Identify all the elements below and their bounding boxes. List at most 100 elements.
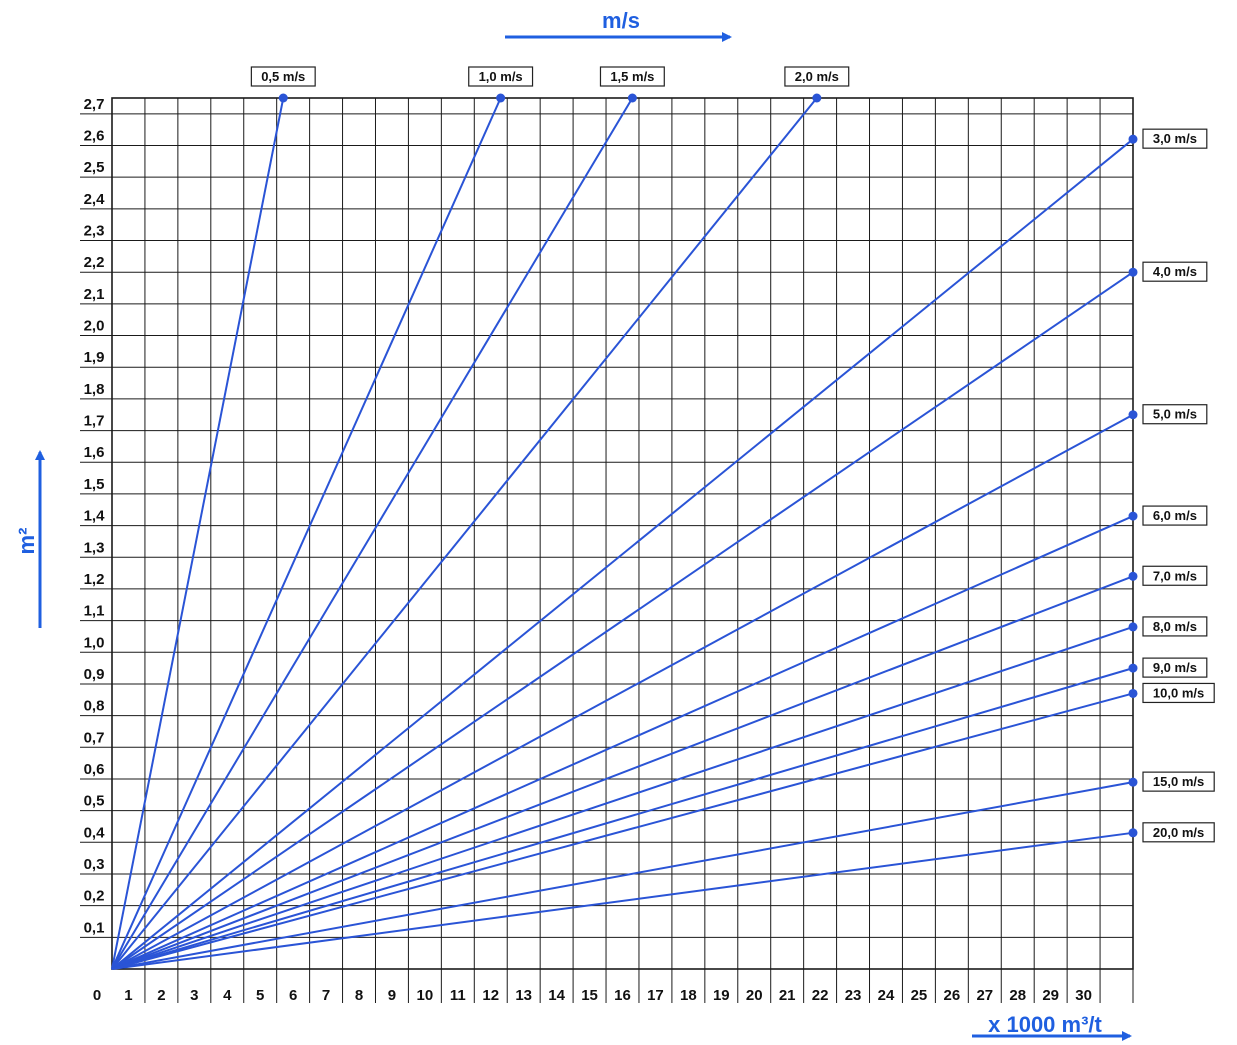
x-tick-label: 26 xyxy=(944,987,961,1004)
x-tick-label: 28 xyxy=(1009,987,1026,1004)
series-line xyxy=(111,575,1134,970)
y-tick-label: 1,5 xyxy=(84,476,105,493)
series-line xyxy=(111,413,1134,970)
series-label-text: 0,5 m/s xyxy=(261,69,305,84)
series-label-box xyxy=(250,66,316,87)
origin-label: 0 xyxy=(93,987,101,1004)
series-label-box xyxy=(1142,261,1208,282)
series-label: 5,0 m/s xyxy=(1142,404,1208,425)
series-endpoint xyxy=(1128,777,1138,787)
series-line xyxy=(111,515,1134,970)
series-label-text: 15,0 m/s xyxy=(1153,774,1204,789)
series-label: 20,0 m/s xyxy=(1142,822,1215,843)
series-label-text: 7,0 m/s xyxy=(1153,568,1197,583)
series-line xyxy=(111,97,818,970)
y-tick-label: 0,9 xyxy=(84,666,105,683)
x-axis-label: x 1000 m³/t xyxy=(988,1012,1102,1037)
series-endpoint xyxy=(812,93,822,103)
series-line xyxy=(111,831,1134,970)
x-tick-label: 16 xyxy=(614,987,631,1004)
x-tick-label: 15 xyxy=(581,987,598,1004)
series-endpoint xyxy=(1128,134,1138,144)
x-tick-label: 24 xyxy=(878,987,895,1004)
series-endpoint xyxy=(1128,267,1138,277)
series-label-text: 4,0 m/s xyxy=(1153,264,1197,279)
axes: 1 2 3 4 5 6 7 8 9 10 11 12 13 14 15 16 17 18 19 20 21 22 23 24 2… xyxy=(80,96,1134,1004)
y-tick-label: 0,6 xyxy=(84,761,105,778)
y-tick-label: 2,3 xyxy=(84,223,105,240)
series-label-text: 2,0 m/s xyxy=(795,69,839,84)
series-label: 0,5 m/s xyxy=(250,66,316,87)
series-label-box xyxy=(1142,505,1208,526)
y-tick-label: 0,3 xyxy=(84,856,105,873)
series-endpoint xyxy=(1128,511,1138,521)
series-label-text: 5,0 m/s xyxy=(1153,407,1197,422)
chart-title: m/s xyxy=(602,8,640,33)
x-tick-label: 17 xyxy=(647,987,664,1004)
x-tick-label: 6 xyxy=(289,987,297,1004)
x-tick-label: 20 xyxy=(746,987,763,1004)
series-label-box xyxy=(1142,771,1215,792)
series-label: 10,0 m/s xyxy=(1142,682,1215,704)
y-tick-label: 1,7 xyxy=(84,413,105,430)
x-tick-label: 3 xyxy=(190,987,198,1004)
x-tick-label: 22 xyxy=(812,987,829,1004)
y-tick-label: 2,5 xyxy=(84,159,105,176)
x-tick-label: 2 xyxy=(157,987,165,1004)
y-tick-label: 0,4 xyxy=(84,824,106,841)
series-label-box xyxy=(784,66,850,87)
y-tick-label: 0,7 xyxy=(84,729,105,746)
series-label-box xyxy=(1142,616,1208,637)
series-label-text: 6,0 m/s xyxy=(1153,508,1197,523)
y-tick-label: 1,4 xyxy=(84,508,106,525)
y-tick-label: 0,5 xyxy=(84,793,105,810)
series-label-box xyxy=(1142,565,1208,586)
series-endpoint xyxy=(1128,828,1138,838)
series-label-text: 3,0 m/s xyxy=(1153,131,1197,146)
y-axis-label: m² xyxy=(14,528,39,555)
x-tick-label: 25 xyxy=(911,987,928,1004)
y-tick-label: 1,2 xyxy=(84,571,105,588)
x-tick-label: 4 xyxy=(223,987,232,1004)
series-label: 4,0 m/s xyxy=(1142,261,1208,282)
y-tick-label: 2,1 xyxy=(84,286,105,303)
series-label: 1,5 m/s xyxy=(599,66,665,87)
y-tick-label: 2,6 xyxy=(84,128,105,145)
series-label: 8,0 m/s xyxy=(1142,616,1208,637)
series-line xyxy=(111,667,1134,970)
x-tick-label: 11 xyxy=(450,987,466,1004)
series-line xyxy=(111,97,502,970)
x-tick-label: 30 xyxy=(1075,987,1092,1004)
series-label-text: 1,5 m/s xyxy=(610,69,654,84)
series-endpoint xyxy=(278,93,288,103)
series-endpoint xyxy=(496,93,506,103)
y-tick-label: 2,4 xyxy=(84,191,106,208)
y-tick-label: 0,1 xyxy=(84,919,105,936)
series-labels: 0,5 m/s 1,0 m/s 1,5 m/s 2,0 m/s 3,0 m/s 4,0 m… xyxy=(250,66,1215,843)
series-label-text: 9,0 m/s xyxy=(1153,660,1197,675)
x-tick-label: 7 xyxy=(322,987,330,1004)
y-tick-label: 1,8 xyxy=(84,381,105,398)
series-endpoint xyxy=(1128,571,1138,581)
grid xyxy=(111,97,1134,970)
series-label: 6,0 m/s xyxy=(1142,505,1208,526)
series-label-text: 20,0 m/s xyxy=(1153,825,1204,840)
series-label-box xyxy=(1142,657,1208,678)
series-label: 1,0 m/s xyxy=(468,66,534,87)
x-tick-label: 5 xyxy=(256,987,264,1004)
series-endpoint xyxy=(1128,663,1138,673)
series-label: 7,0 m/s xyxy=(1142,565,1208,586)
x-tick-label: 14 xyxy=(548,987,565,1004)
x-tick-label: 27 xyxy=(976,987,993,1004)
series-lines xyxy=(111,93,1138,970)
series-label-box xyxy=(1142,822,1215,843)
series-label-box xyxy=(1142,682,1215,704)
series-label: 15,0 m/s xyxy=(1142,771,1215,792)
x-tick-label: 8 xyxy=(355,987,363,1004)
series-label-text: 10,0 m/s xyxy=(1153,685,1204,700)
y-tick-label: 0,2 xyxy=(84,888,105,905)
x-tick-label: 10 xyxy=(417,987,434,1004)
y-tick-label: 2,7 xyxy=(84,96,105,113)
series-endpoint xyxy=(1128,688,1138,698)
